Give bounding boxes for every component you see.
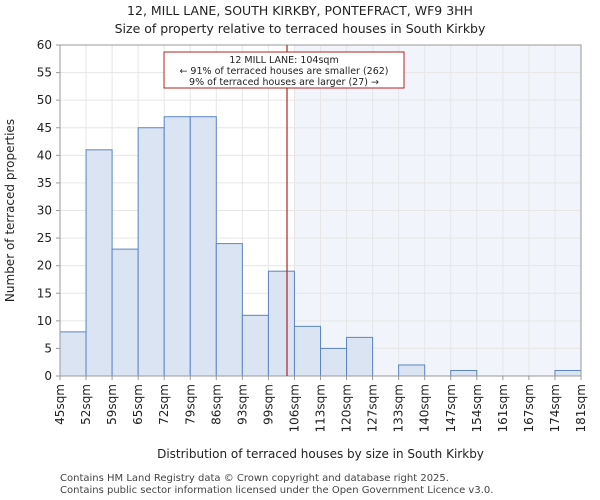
histogram-bar — [293, 325, 322, 377]
histogram-bar — [189, 116, 217, 377]
x-tick-label: 174sqm — [548, 384, 562, 432]
y-tick-label: 5 — [44, 341, 52, 355]
chart-subtitle: Size of property relative to terraced ho… — [114, 21, 486, 36]
histogram-bar — [111, 248, 139, 377]
histogram-bar — [215, 243, 243, 377]
y-tick-label: 15 — [37, 286, 52, 300]
annotation-line-3: 9% of terraced houses are larger (27) → — [189, 77, 379, 88]
x-tick-label: 72sqm — [157, 384, 171, 425]
x-tick-label: 154sqm — [470, 384, 484, 432]
annotation-line-1: 12 MILL LANE: 104sqm — [229, 55, 338, 66]
x-tick-label: 127sqm — [366, 384, 380, 432]
x-tick-label: 59sqm — [105, 384, 119, 425]
histogram-bar — [346, 336, 374, 377]
histogram-bar — [398, 364, 426, 377]
x-tick-label: 167sqm — [522, 384, 536, 432]
y-axis-label: Number of terraced properties — [3, 119, 17, 302]
x-tick-label: 120sqm — [340, 384, 354, 432]
x-tick-label: 181sqm — [574, 384, 588, 432]
x-tick-label: 133sqm — [392, 384, 406, 432]
y-tick-label: 55 — [37, 66, 52, 80]
y-tick-label: 0 — [44, 369, 52, 383]
y-tick-label: 25 — [37, 231, 52, 245]
x-tick-label: 93sqm — [235, 384, 249, 425]
footer-line-2: Contains public sector information licen… — [60, 485, 494, 496]
histogram-bar — [85, 149, 113, 377]
x-tick-label: 140sqm — [418, 384, 432, 432]
x-tick-label: 52sqm — [79, 384, 93, 425]
y-tick-label: 40 — [37, 148, 52, 162]
x-tick-label: 161sqm — [496, 384, 510, 432]
histogram-bar — [554, 369, 582, 377]
histogram-bar — [450, 369, 478, 377]
y-tick-label: 50 — [37, 93, 52, 107]
annotation-box — [163, 51, 405, 89]
x-tick-label: 147sqm — [444, 384, 458, 432]
annotation-line-2: ← 91% of terraced houses are smaller (26… — [179, 66, 388, 77]
chart-title: 12, MILL LANE, SOUTH KIRKBY, PONTEFRACT,… — [127, 3, 473, 18]
x-tick-label: 45sqm — [53, 384, 67, 425]
y-tick-label: 30 — [37, 204, 52, 218]
x-axis-label: Distribution of terraced houses by size … — [157, 447, 484, 461]
y-tick-label: 10 — [37, 314, 52, 328]
x-tick-label: 86sqm — [209, 384, 223, 425]
y-tick-label: 20 — [37, 259, 52, 273]
y-tick-label: 35 — [37, 176, 52, 190]
x-tick-label: 106sqm — [287, 384, 301, 432]
histogram-bar — [163, 116, 191, 377]
histogram-bar — [267, 270, 295, 377]
footer-line-1: Contains HM Land Registry data © Crown c… — [60, 473, 449, 484]
x-tick-label: 79sqm — [183, 384, 197, 425]
y-tick-label: 45 — [37, 121, 52, 135]
x-tick-label: 113sqm — [314, 384, 328, 432]
histogram-bar — [320, 347, 348, 377]
histogram-bar — [137, 127, 165, 377]
x-tick-label: 65sqm — [131, 384, 145, 425]
histogram-bar — [241, 314, 269, 377]
y-tick-label: 60 — [37, 38, 52, 52]
x-tick-label: 99sqm — [261, 384, 275, 425]
histogram-bar — [59, 331, 87, 377]
